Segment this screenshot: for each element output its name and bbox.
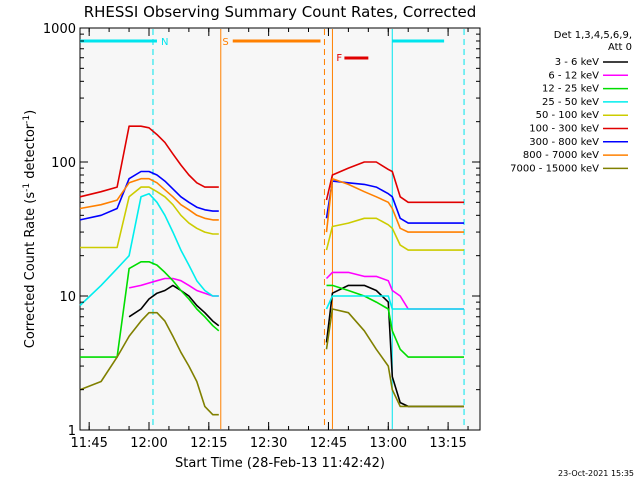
series-line [325, 295, 464, 310]
chart-title: RHESSI Observing Summary Count Rates, Co… [84, 3, 477, 21]
y-axis-ticks: 1 10 100 1000 [43, 22, 480, 439]
x-tick-label: 11:45 [70, 436, 107, 451]
legend: Det 1,3,4,5,6,9,Att 0 3 - 6 keV 6 - 12 keV… [510, 30, 632, 174]
series-line [79, 177, 219, 221]
legend-label: 100 - 300 keV [529, 124, 599, 135]
series-line [80, 186, 219, 249]
flag-label: F [336, 53, 342, 64]
y-tick-label: 1000 [43, 22, 76, 37]
plot-area [79, 27, 481, 431]
series-line [325, 217, 464, 251]
y-axis-label-main: Corrected Count Rate (s [23, 192, 38, 349]
y-axis-label-sup1: -1 [22, 183, 32, 192]
y-axis-label-sup2: -1 [22, 115, 32, 124]
x-tick-label: 12:15 [190, 436, 227, 451]
series-line [79, 192, 219, 307]
series-line [79, 125, 219, 198]
series-line [325, 308, 464, 408]
footer-date: 23-Oct-2021 15:35 [558, 469, 634, 478]
x-axis-ticks: 11:45 12:00 12:15 12:30 12:45 13:00 13:15 [70, 28, 469, 451]
y-tick-label: 100 [51, 156, 76, 171]
legend-header: Det 1,3,4,5,6,9, [554, 30, 632, 41]
legend-label: 300 - 800 keV [529, 137, 599, 148]
y-tick-label: 10 [59, 290, 76, 305]
series-line [128, 277, 219, 297]
observing-flags: N S F [80, 37, 445, 64]
series-line [80, 260, 220, 358]
x-tick-label: 12:30 [250, 436, 287, 451]
flag-label: N [161, 37, 168, 48]
legend-label: 800 - 7000 keV [523, 150, 599, 161]
series-line [325, 180, 464, 224]
legend-label: 12 - 25 keV [542, 84, 599, 95]
series-line [79, 311, 219, 416]
x-tick-label: 12:45 [310, 436, 347, 451]
y-tick-label: 1 [68, 424, 76, 439]
series-line [79, 170, 219, 221]
series-line [326, 284, 464, 358]
flag-label: S [222, 37, 228, 48]
y-axis-label-end: ) [23, 110, 38, 115]
legend-label: 7000 - 15000 keV [510, 163, 599, 174]
reference-lines [152, 29, 465, 429]
y-axis-label: Corrected Count Rate (s-1 detector-1) [22, 110, 38, 348]
legend-label: 3 - 6 keV [555, 57, 599, 68]
legend-label: 50 - 100 keV [536, 110, 600, 121]
x-axis-label: Start Time (28-Feb-13 11:42:42) [175, 456, 385, 471]
legend-label: 6 - 12 keV [548, 70, 599, 81]
x-tick-label: 13:15 [429, 436, 466, 451]
series-line [128, 284, 220, 327]
series-layer [79, 125, 464, 416]
legend-label: 25 - 50 keV [542, 97, 599, 108]
series-line [325, 161, 464, 204]
legend-header: Att 0 [608, 42, 632, 53]
y-axis-label-mid: detector [23, 123, 38, 183]
x-tick-label: 13:00 [370, 436, 407, 451]
series-line [325, 177, 464, 233]
x-tick-label: 12:00 [130, 436, 167, 451]
